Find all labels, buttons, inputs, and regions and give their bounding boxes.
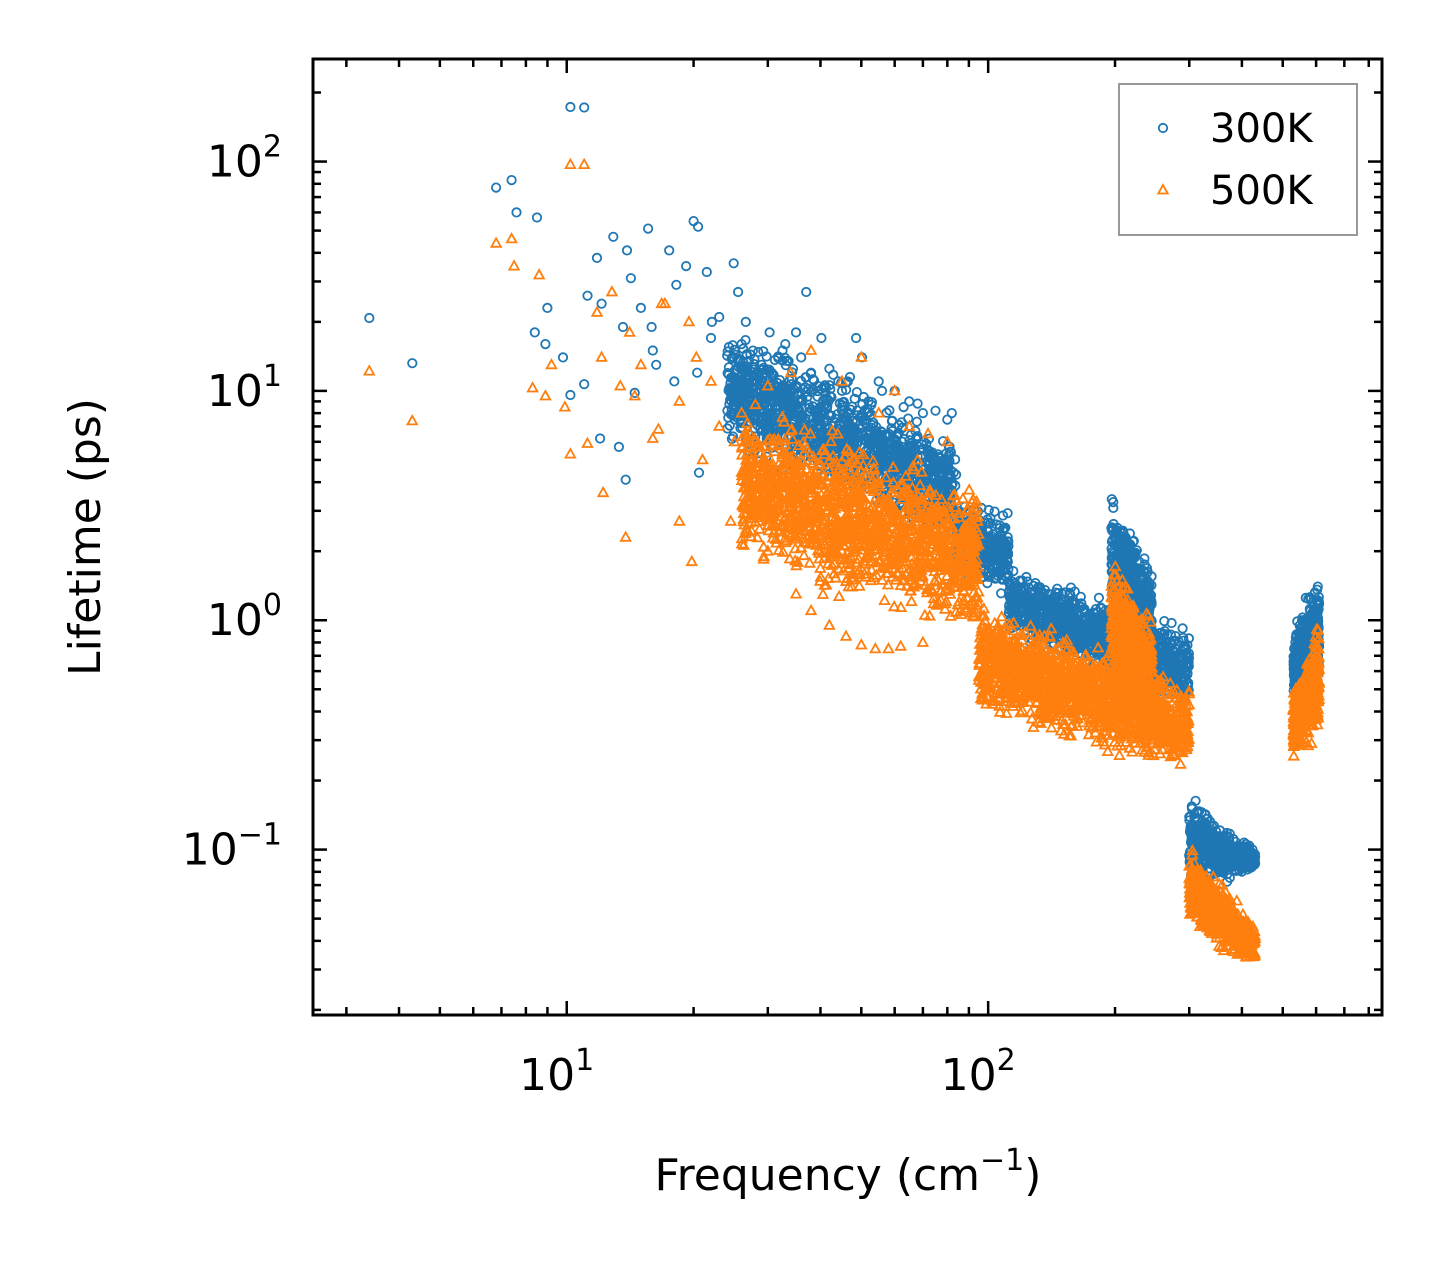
point-300K-c0-1037 [876,431,888,442]
point-300K-c0-1161 [932,459,943,471]
point-300K-c0-1065 [812,427,824,438]
point-300K-c1-295 [985,518,996,529]
point-300K-c0-1005 [814,414,825,425]
point-300K-c0-1188 [759,372,770,384]
point-300K-c2-251 [1008,565,1019,577]
point-300K-c0-1287 [726,353,737,364]
point-300K-c0-940 [812,385,823,397]
point-300K-c0-779 [911,432,922,443]
point-300K-c0-1155 [905,440,916,451]
point-300K-c0-1285 [800,382,811,393]
point-300K-c0-950 [811,437,822,448]
point-300K-c0-1217 [861,432,873,443]
point-300K-c0-1234 [807,419,818,430]
point-300K-c0-1222 [735,386,746,398]
point-300K-c0-1298 [825,391,836,402]
point-300K-c0-1211 [830,413,841,424]
point-300K-c2-439 [1177,623,1188,634]
point-300K-c0-453 [851,386,863,398]
point-300K-c0-1140 [846,401,858,412]
point-300K-c0-1277 [857,415,868,426]
point-300K-c0-1213 [896,436,908,447]
point-300K-c1-205 [989,506,1000,517]
point-300K-c0-1264 [777,390,789,402]
point-300K-c0-1266 [882,455,893,466]
point-300K-c0-1246 [812,408,824,419]
point-300K-c0-1151 [898,446,909,457]
point-300K-c0-1059 [870,421,882,432]
point-300K-c0-1295 [770,400,781,412]
point-300K-c0-1207 [812,380,824,392]
point-300K-c0-1283 [730,372,741,383]
point-300K-c1-311 [982,549,994,561]
point-300K-c0-1232 [941,454,952,465]
point-300K-c0-1048 [923,433,935,444]
point-300K-c0-1154 [882,444,894,455]
point-300K-c1-288 [992,562,1003,573]
point-300K-c0-1273 [732,354,743,365]
point-300K-c0-839 [741,349,752,360]
point-300K-c0-647 [781,355,793,366]
point-300K-c0-1125 [876,427,888,438]
point-300K-c0-1281 [728,399,739,410]
point-300K-c1-159 [1002,508,1013,519]
point-300K-c0-1225 [936,476,947,487]
point-300K-c0-1293 [843,420,854,432]
point-300K-c0-1160 [760,421,771,432]
point-300K-c0-1195 [770,407,781,419]
point-300K-c0-1126 [735,379,746,391]
point-300K-c0-29 [884,405,895,416]
point-300K-c1-313 [1002,532,1013,543]
point-300K-c1-281 [997,547,1009,559]
point-300K-c0-1279 [926,449,938,460]
point-300K-c0-1256 [796,412,807,423]
point-300K-c1-247 [991,572,1002,584]
point-300K-c0-1260 [742,380,753,391]
point-300K-c0-1262 [749,412,760,423]
point-300K-c0-1189 [875,436,886,447]
point-300K-c1-286 [997,557,1009,568]
point-300K-c0-1198 [814,403,825,414]
point-300K-c0-1192 [862,407,873,418]
point-300K-c0-1289 [891,431,903,442]
point-300K-c0-1184 [746,401,758,413]
point-300K-c2-239 [1183,633,1195,644]
point-300K-c0-1197 [767,410,778,421]
point-300K-c0-1215 [863,434,874,445]
point-300K-c0-403 [911,416,923,427]
point-300K-c0-684 [749,354,760,365]
data-series-layer [362,101,1326,962]
point-300K-c0-1175 [836,405,848,416]
point-300K-c0-1223 [797,395,808,406]
point-300K-c0-530 [881,407,892,418]
point-300K-c0-1288 [935,469,946,480]
point-300K-c1-309 [1003,536,1014,547]
point-300K-c0-688 [916,439,927,450]
point-300K-c0-1143 [773,353,784,364]
point-300K-c0-1286 [762,386,774,397]
point-300K-c1-319 [987,533,998,545]
point-300K-c0-1191 [825,383,836,395]
point-300K-c0-1137 [741,387,753,398]
point-300K-c0-814 [783,397,794,408]
point-300K-c0-962 [852,410,863,421]
point-300K-c0-1208 [787,408,799,419]
point-300K-c0-1241 [852,430,863,442]
point-300K-c0-1226 [943,460,954,472]
point-300K-c0-1086 [729,414,740,425]
point-300K-c1-191 [983,504,994,516]
point-300K-c0-1167 [812,404,824,415]
point-300K-c0-1218 [742,367,754,378]
point-300K-c0-1162 [782,383,794,394]
point-300K-c0-1039 [736,377,748,388]
point-300K-c0-1011 [758,346,769,357]
